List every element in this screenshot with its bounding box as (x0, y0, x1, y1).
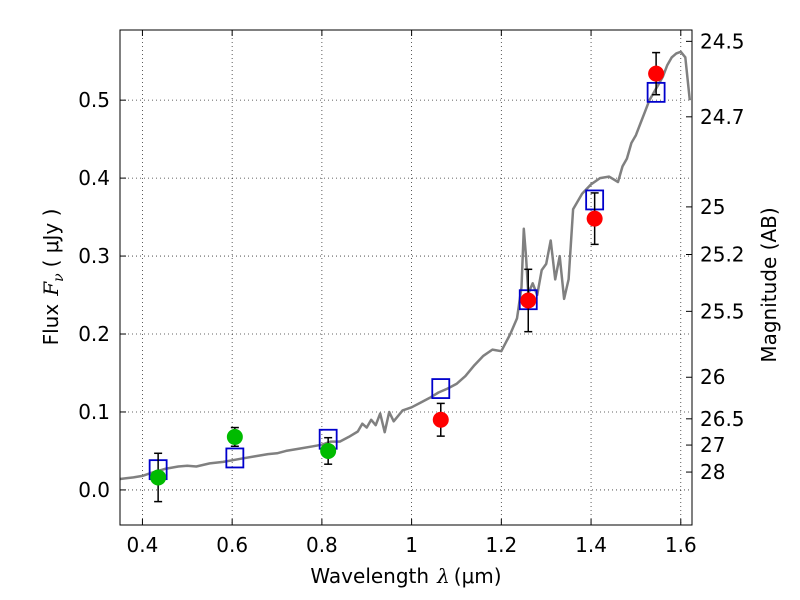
x-tick-label: 0.4 (127, 533, 159, 557)
x-tick-label: 1.6 (665, 533, 697, 557)
y-axis-label: FluxFν( μJy ) (39, 209, 67, 346)
model-curve-layer (119, 50, 692, 481)
photometry-point (150, 469, 167, 486)
x-tick-label: 1.2 (485, 533, 517, 557)
photometry-point (586, 210, 603, 227)
data-markers (148, 51, 666, 503)
photometry-point (226, 428, 243, 445)
model-photometry-square (225, 447, 245, 469)
magnitude-tick-label: 24.7 (700, 105, 745, 129)
x-tick-label: 1.4 (575, 533, 607, 557)
magnitude-axis-label: Magnitude (AB) (757, 207, 781, 362)
y-tick-label: 0.3 (78, 244, 110, 268)
y-tick-label: 0.2 (78, 322, 110, 346)
x-tick-label: 0.8 (306, 533, 338, 557)
y-tick-label: 0.4 (78, 166, 110, 190)
grid-lines (120, 30, 692, 525)
magnitude-tick-label: 25.5 (700, 299, 745, 323)
magnitude-tick-label: 25 (700, 195, 725, 219)
magnitude-tick-label: 24.5 (700, 29, 745, 53)
x-tick-label: 0.6 (216, 533, 248, 557)
magnitude-tick-label: 26 (700, 365, 725, 389)
y-tick-label: 0.5 (78, 88, 110, 112)
magnitude-tick-label: 25.2 (700, 243, 745, 267)
x-axis-label: Wavelength λ (μm) (310, 564, 501, 588)
photometry-point (648, 65, 665, 82)
x-tick-label: 1 (405, 533, 418, 557)
plot-frame (119, 29, 693, 526)
photometry-point (320, 442, 337, 459)
magnitude-tick-label: 27 (700, 433, 725, 457)
magnitude-tick-label: 26.5 (700, 407, 745, 431)
y-tick-label: 0.0 (78, 478, 110, 502)
model-photometry-square (431, 378, 451, 399)
model-spectrum-line (119, 50, 692, 481)
magnitude-tick-label: 28 (700, 460, 725, 484)
photometry-point (432, 411, 449, 428)
photometry-point (520, 292, 537, 309)
y-tick-label: 0.1 (78, 400, 110, 424)
axis-ticks: 0.4 0.6 0.8 1 1.2 1.4 1.6 0.0 0.1 0.2 0.3 0.4 0.5 24.… (78, 29, 744, 557)
